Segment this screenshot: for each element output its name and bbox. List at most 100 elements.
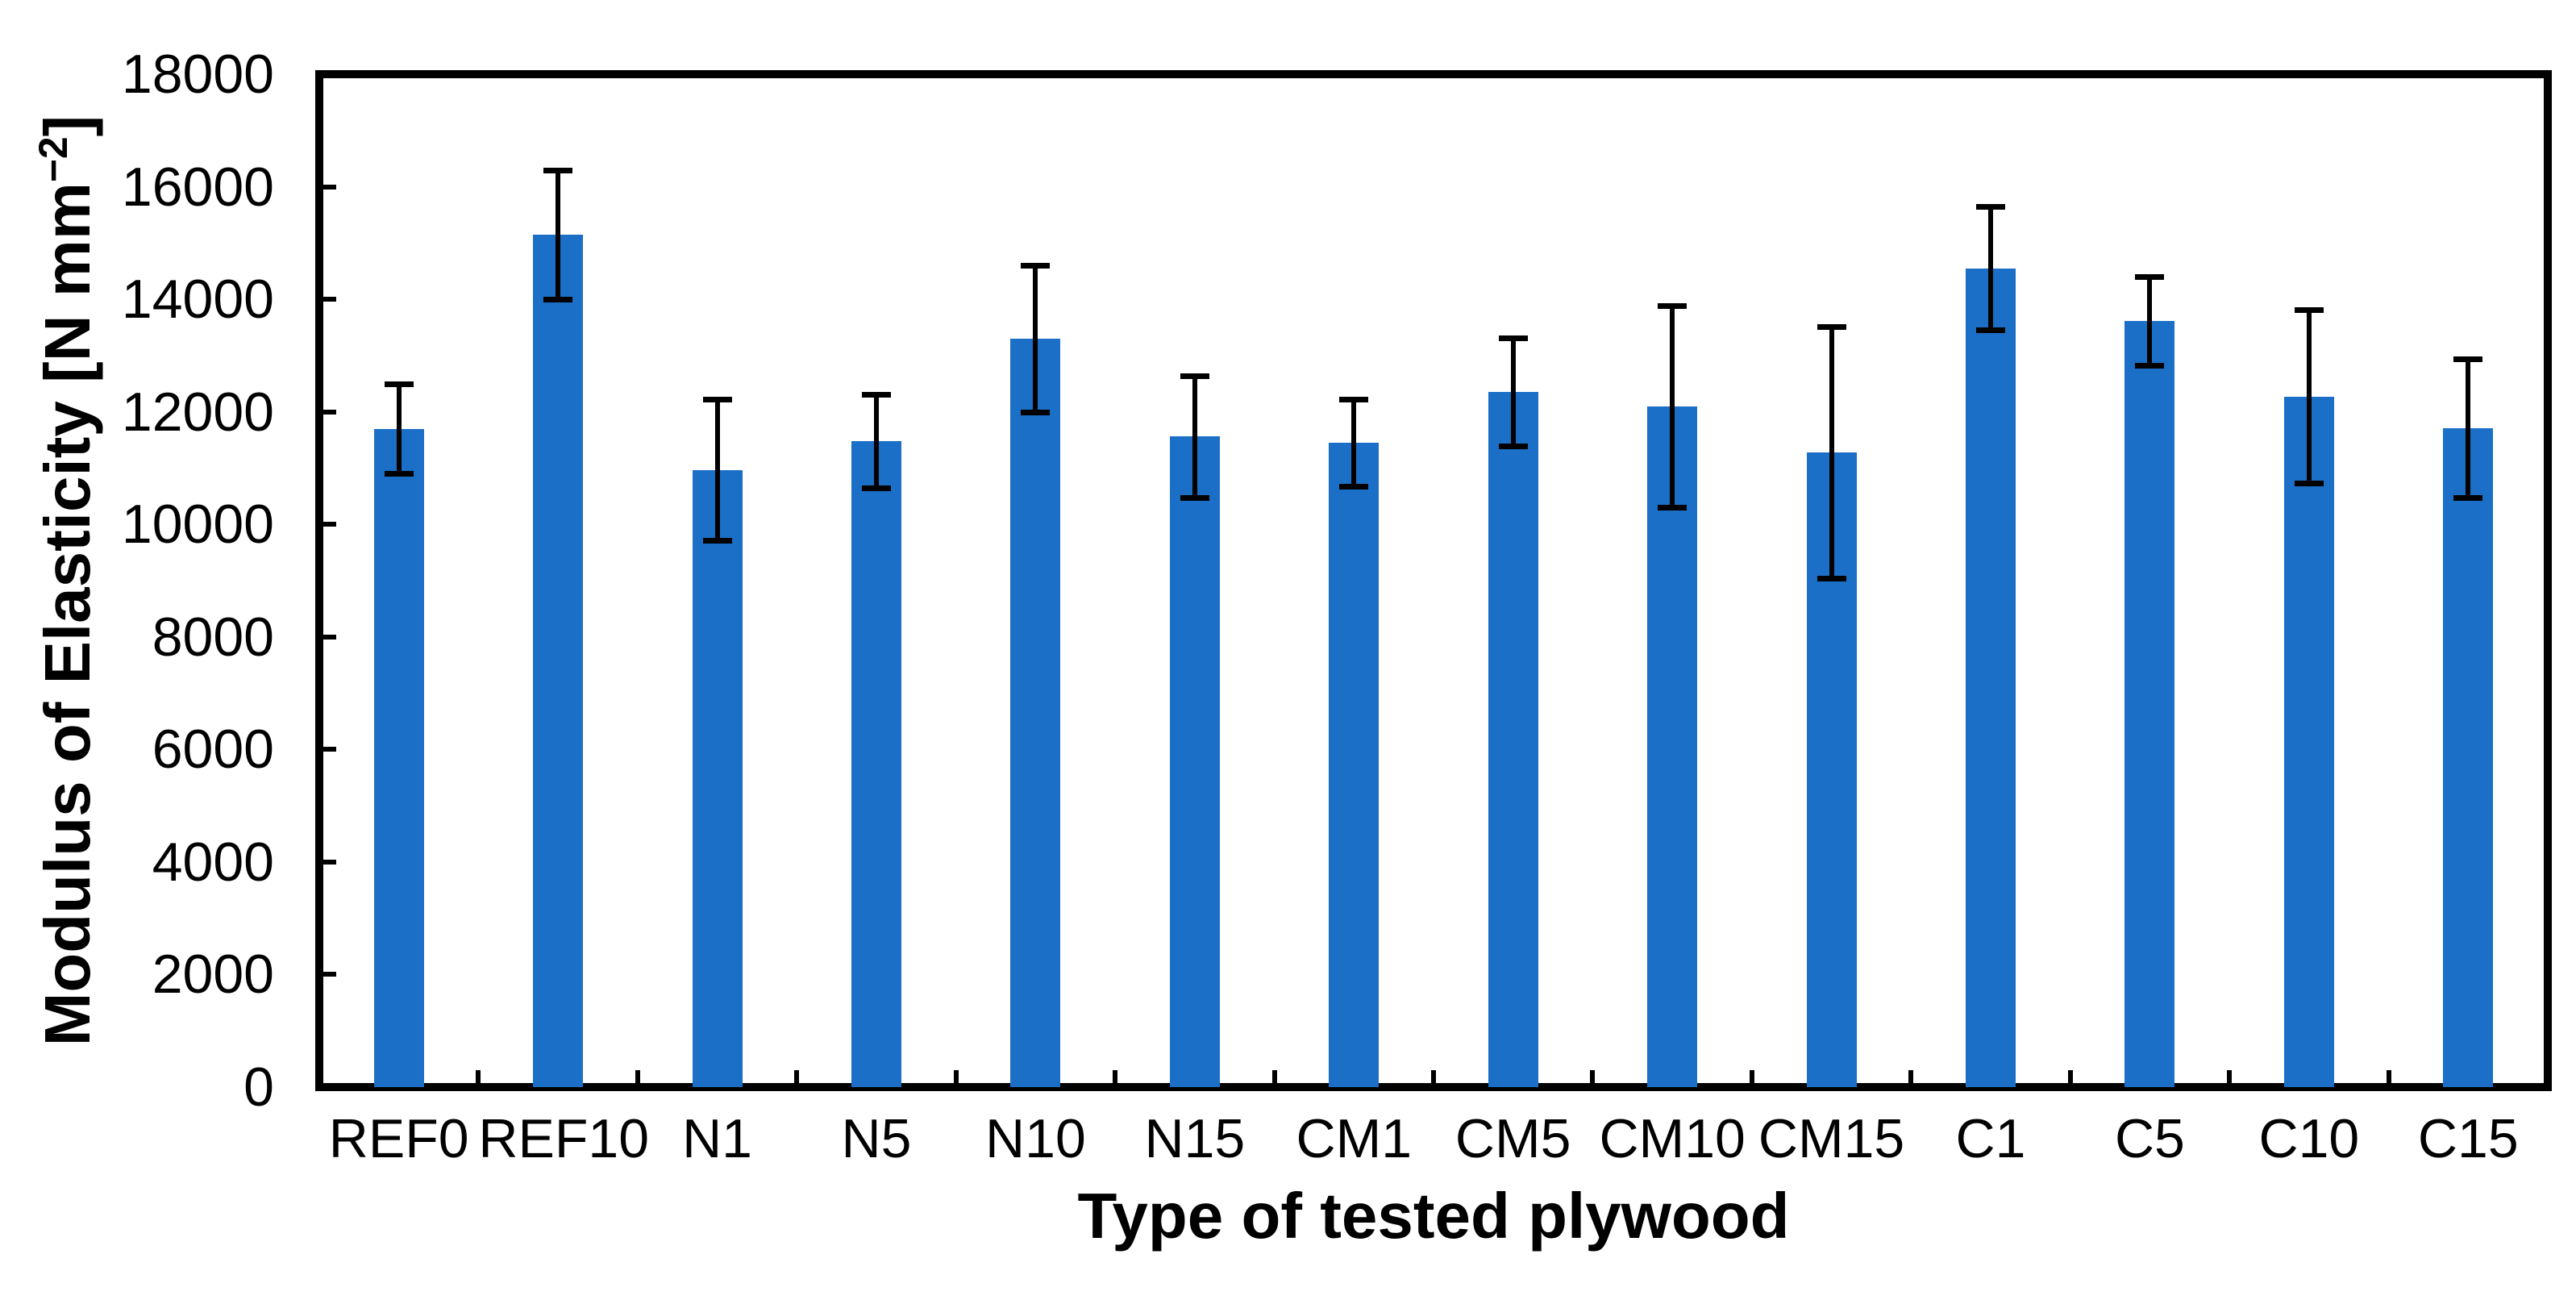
x-tick [2227, 1070, 2233, 1083]
x-tick [476, 1070, 481, 1083]
error-bar-line [396, 383, 402, 474]
bar-n10 [1010, 338, 1061, 1087]
y-axis-title-close: ] [31, 115, 103, 137]
bar-cm5 [1488, 392, 1538, 1087]
error-bar-cap-top [1658, 302, 1688, 309]
error-bar-cap-top [1180, 373, 1209, 379]
y-tick [323, 972, 336, 977]
error-bar-cap-bottom [2453, 494, 2483, 501]
x-category-label-n10: N10 [985, 1108, 1086, 1169]
error-bar-line [714, 399, 720, 540]
y-tick-label: 0 [243, 1056, 274, 1118]
plot-area-border [315, 70, 2552, 1091]
x-category-label-cm1: CM1 [1296, 1108, 1413, 1169]
x-category-label-c15: C15 [2417, 1108, 2519, 1169]
error-bar-line [1192, 376, 1197, 498]
x-axis-title: Type of tested plywood [1077, 1180, 1790, 1252]
x-tick [635, 1070, 640, 1083]
x-tick [1749, 1070, 1754, 1083]
error-bar-line [1988, 206, 1993, 331]
y-tick-label: 18000 [121, 44, 274, 105]
error-bar-cap-bottom [2294, 481, 2324, 487]
x-category-label-ref0: REF0 [328, 1108, 469, 1169]
x-category-label-ref10: REF10 [478, 1108, 650, 1169]
x-tick [1590, 1070, 1596, 1083]
x-category-label-c5: C5 [2114, 1108, 2185, 1169]
x-tick [953, 1070, 959, 1083]
error-bar-cap-bottom [1498, 444, 1528, 450]
bar-ref10 [533, 234, 584, 1087]
error-bar-line [1510, 338, 1516, 447]
error-bar-cap-bottom [1976, 327, 2005, 334]
y-tick [323, 184, 336, 190]
y-tick-label: 14000 [121, 269, 274, 331]
y-tick [323, 634, 336, 640]
x-tick [1271, 1070, 1277, 1083]
y-tick [323, 297, 336, 302]
y-tick [323, 747, 336, 752]
bar-n5 [851, 440, 901, 1087]
y-tick-label: 16000 [121, 156, 274, 218]
error-bar-cap-bottom [1339, 484, 1369, 490]
error-bar-cap-bottom [1658, 504, 1688, 510]
bar-cm1 [1329, 443, 1380, 1087]
y-axis-title: Modulus of Elasticity [N mm−2] [0, 74, 121, 1087]
bar-n1 [692, 469, 743, 1087]
y-tick-label: 12000 [121, 381, 274, 443]
error-bar-cap-bottom [2135, 362, 2165, 369]
error-bar-cap-bottom [384, 471, 414, 477]
bar-c5 [2124, 320, 2175, 1087]
error-bar-cap-bottom [543, 297, 573, 303]
error-bar-cap-top [1976, 203, 2005, 210]
y-tick-label: 8000 [152, 606, 274, 668]
x-category-label-c1: C1 [1955, 1108, 2026, 1169]
error-bar-line [874, 394, 879, 488]
error-bar-cap-bottom [1817, 575, 1846, 581]
error-bar-line [2466, 359, 2471, 498]
error-bar-line [1033, 265, 1038, 412]
error-bar-cap-top [1817, 324, 1846, 331]
error-bar-cap-top [702, 397, 732, 403]
y-tick [323, 409, 336, 415]
bar-cm10 [1647, 406, 1698, 1087]
bar-n15 [1169, 436, 1220, 1087]
error-bar-cap-top [384, 381, 414, 387]
error-bar-line [556, 169, 561, 300]
y-tick [323, 859, 336, 865]
y-axis-title-text: Modulus of Elasticity [N mm−2] [18, 115, 103, 1046]
x-category-label-cm15: CM15 [1758, 1108, 1905, 1169]
error-bar-cap-top [2294, 307, 2324, 314]
x-tick [1431, 1070, 1436, 1083]
error-bar-cap-top [2453, 356, 2483, 363]
error-bar-cap-top [543, 167, 573, 173]
error-bar-line [2147, 276, 2153, 365]
error-bar-line [1829, 327, 1834, 578]
error-bar-line [1351, 398, 1357, 487]
y-tick [323, 522, 336, 527]
bar-c15 [2443, 427, 2494, 1087]
error-bar-cap-top [1021, 263, 1051, 269]
error-bar-cap-top [1498, 335, 1528, 342]
x-tick [794, 1070, 800, 1083]
x-category-label-n1: N1 [682, 1108, 753, 1169]
x-category-label-cm5: CM5 [1454, 1108, 1571, 1169]
bar-c1 [1966, 268, 2016, 1087]
x-tick [1113, 1070, 1118, 1083]
error-bar-cap-bottom [702, 537, 732, 544]
error-bar-line [1670, 305, 1675, 507]
x-category-label-n15: N15 [1144, 1108, 1246, 1169]
x-tick [1908, 1070, 1914, 1083]
y-tick-label: 4000 [152, 831, 274, 893]
y-tick-label: 2000 [152, 944, 274, 1006]
error-bar-cap-top [1339, 396, 1369, 402]
error-bar-cap-top [2135, 273, 2165, 280]
x-category-label-n5: N5 [841, 1108, 912, 1169]
y-tick-label: 10000 [121, 494, 274, 556]
error-bar-cap-top [862, 392, 891, 398]
error-bar-cap-bottom [1180, 494, 1209, 501]
error-bar-cap-bottom [1021, 409, 1051, 415]
x-category-label-cm10: CM10 [1599, 1108, 1746, 1169]
bar-c10 [2283, 396, 2334, 1087]
x-tick [2067, 1070, 2073, 1083]
